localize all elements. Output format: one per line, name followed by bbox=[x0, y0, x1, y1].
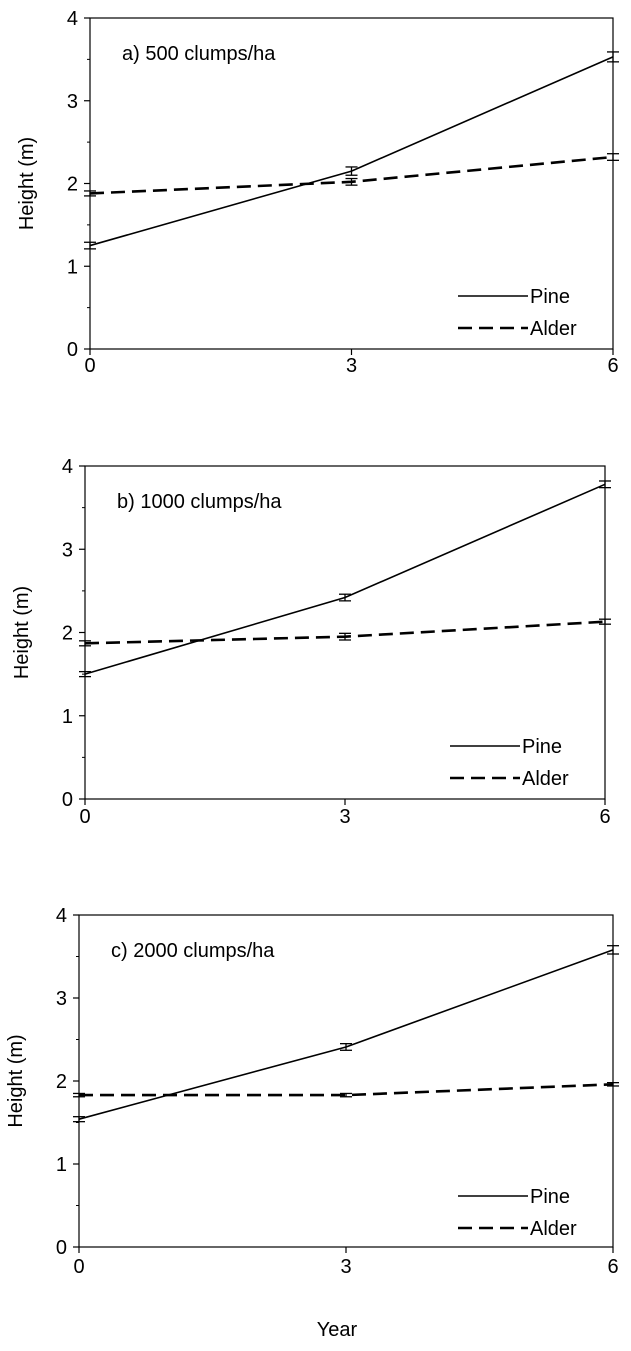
legend-label: Alder bbox=[522, 768, 569, 790]
x-tick-label: 0 bbox=[73, 1256, 84, 1278]
x-tick-label: 3 bbox=[346, 355, 357, 377]
y-axis-label: Height (m) bbox=[16, 137, 38, 230]
series-line-alder bbox=[79, 1083, 614, 1097]
y-tick-label: 2 bbox=[67, 174, 78, 196]
chart-title: b) 1000 clumps/ha bbox=[117, 491, 282, 513]
legend-label: Alder bbox=[530, 318, 577, 340]
y-tick-label: 1 bbox=[62, 706, 73, 728]
chart-title: c) 2000 clumps/ha bbox=[111, 940, 275, 962]
x-axis-label: Year bbox=[317, 1319, 358, 1341]
chart-c: 0 1 2 3 4 0 3 6 c) 2000 clumps/ha Height (m) Year P… bbox=[5, 905, 619, 1341]
chart-b: 0 1 2 3 4 0 3 6 b) 1000 clumps/ha Height (m) Pine A… bbox=[11, 456, 611, 828]
y-tick-label: 0 bbox=[67, 339, 78, 361]
chart-a: 0 1 2 3 4 0 3 6 a) 500 clumps/ha Height (m) Pine Al… bbox=[16, 8, 619, 377]
y-tick-label: 0 bbox=[56, 1237, 67, 1259]
y-tick-label: 2 bbox=[62, 623, 73, 645]
y-tick-label: 2 bbox=[56, 1071, 67, 1093]
y-tick-label: 4 bbox=[67, 8, 78, 30]
legend-label: Pine bbox=[522, 736, 562, 758]
x-tick-label: 6 bbox=[607, 1256, 618, 1278]
x-tick-label: 6 bbox=[607, 355, 618, 377]
y-tick-label: 3 bbox=[56, 988, 67, 1010]
y-axis-label: Height (m) bbox=[11, 586, 33, 679]
x-tick-label: 0 bbox=[84, 355, 95, 377]
y-tick-label: 4 bbox=[62, 456, 73, 478]
legend-label: Pine bbox=[530, 286, 570, 308]
x-tick-label: 3 bbox=[340, 1256, 351, 1278]
chart-title: a) 500 clumps/ha bbox=[122, 43, 276, 65]
y-axis-label: Height (m) bbox=[5, 1034, 27, 1127]
y-tick-label: 4 bbox=[56, 905, 67, 927]
x-tick-label: 0 bbox=[79, 806, 90, 828]
y-tick-label: 1 bbox=[56, 1154, 67, 1176]
x-tick-label: 3 bbox=[339, 806, 350, 828]
x-tick-label: 6 bbox=[599, 806, 610, 828]
y-tick-label: 3 bbox=[62, 539, 73, 561]
y-tick-label: 0 bbox=[62, 789, 73, 811]
legend-label: Pine bbox=[530, 1186, 570, 1208]
y-tick-label: 3 bbox=[67, 91, 78, 113]
y-tick-label: 1 bbox=[67, 256, 78, 278]
series-line-pine bbox=[89, 56, 614, 247]
legend-label: Alder bbox=[530, 1218, 577, 1240]
